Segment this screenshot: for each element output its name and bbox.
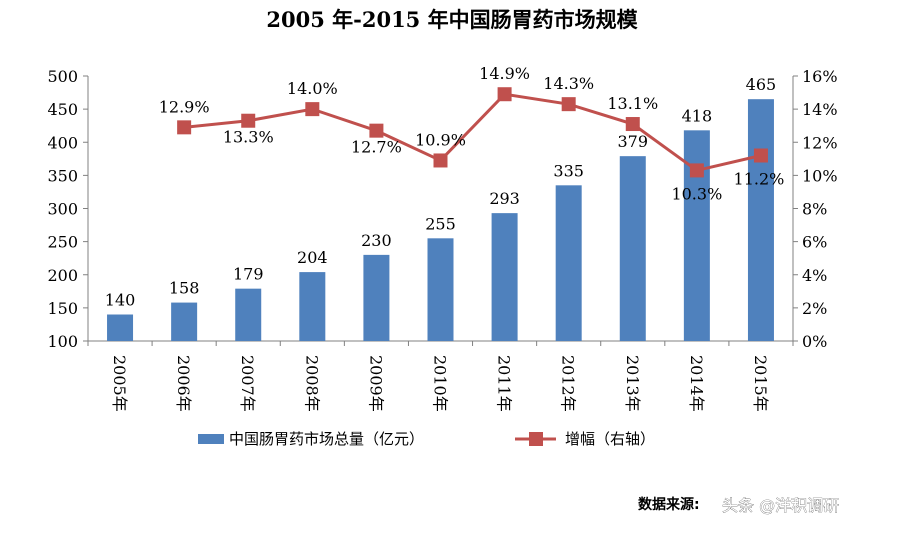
x-tick-label: 2005年 (110, 355, 129, 412)
x-tick-label: 2014年 (687, 355, 706, 412)
line-value-label: 14.0% (287, 79, 338, 98)
line-value-label: 10.9% (415, 130, 466, 149)
bar-value-label: 204 (297, 248, 328, 267)
line-marker (177, 120, 192, 135)
chart-title: 2005 年-2015 年中国肠胃药市场规模 (266, 7, 638, 32)
y-right-tick-label: 0% (802, 332, 827, 351)
y-left-tick-label: 300 (47, 200, 78, 219)
y-left-tick-label: 400 (47, 133, 78, 152)
y-right-tick-label: 14% (802, 100, 838, 119)
line-value-label: 13.3% (223, 128, 274, 147)
bar-value-label: 179 (233, 265, 264, 284)
bar-value-label: 230 (361, 231, 392, 250)
line-value-label: 12.9% (159, 97, 210, 116)
line-value-label: 11.2% (734, 170, 785, 189)
bar-value-label: 335 (553, 161, 584, 180)
axes: 100 150 200 250 300 350 400 450 500 0% 2% 4% 6% 8% 10%… (47, 67, 837, 412)
bar (619, 156, 646, 341)
bar-value-label: 293 (489, 189, 520, 208)
legend: 中国肠胃药市场总量（亿元） 增幅（右轴） (198, 430, 655, 448)
x-tick-label: 2011年 (495, 355, 514, 412)
legend-swatch-marker (529, 432, 543, 446)
y-right-tick-label: 4% (802, 266, 827, 285)
x-tick-label: 2007年 (238, 355, 257, 412)
bar (107, 314, 134, 341)
y-left-tick-label: 200 (47, 266, 78, 285)
x-tick-label: 2010年 (431, 355, 450, 412)
line-marker (497, 87, 512, 102)
bar (427, 238, 454, 341)
legend-label-bar: 中国肠胃药市场总量（亿元） (229, 430, 424, 448)
y-right-tick-label: 10% (802, 166, 838, 185)
bar-value-label: 379 (617, 132, 648, 151)
y-left-tick-label: 450 (47, 100, 78, 119)
y-left-tick-label: 350 (47, 166, 78, 185)
y-right-tick-label: 6% (802, 233, 827, 252)
y-left-tick-label: 100 (47, 332, 78, 351)
y-right-tick-label: 2% (802, 299, 827, 318)
bar-value-label: 418 (682, 106, 713, 125)
line-series: 12.9% 13.3% 14.0% 12.7% 10.9% 14.9% 14.3% 13.1%… (159, 64, 785, 203)
line-value-label: 13.1% (607, 94, 658, 113)
line-marker (753, 148, 768, 163)
line-marker (561, 97, 576, 112)
source-label: 数据来源: (638, 496, 700, 513)
bar (555, 185, 582, 341)
line-marker (241, 113, 256, 128)
bar-value-label: 255 (425, 214, 456, 233)
line-marker (369, 123, 384, 138)
x-tick-label: 2012年 (559, 355, 578, 412)
x-tick-label: 2008年 (302, 355, 321, 412)
line-value-label: 14.9% (479, 64, 530, 83)
y-right-tick-label: 8% (802, 200, 827, 219)
line-marker (433, 153, 448, 168)
line-value-label: 14.3% (543, 74, 594, 93)
bar-value-label: 465 (746, 75, 777, 94)
x-tick-label: 2006年 (174, 355, 193, 412)
legend-swatch-bar (198, 434, 224, 444)
line-marker (625, 117, 640, 132)
y-right-tick-label: 12% (802, 133, 838, 152)
line-value-label: 12.7% (351, 138, 402, 157)
line-value-label: 10.3% (671, 184, 722, 203)
x-tick-label: 2013年 (623, 355, 642, 412)
y-left-tick-label: 500 (47, 67, 78, 86)
line-marker (305, 102, 320, 117)
y-right-tick-label: 16% (802, 67, 838, 86)
y-left-tick-label: 150 (47, 299, 78, 318)
bar (235, 288, 262, 341)
growth-line (183, 92, 762, 173)
bar-value-label: 158 (169, 279, 200, 298)
legend-label-line: 增幅（右轴） (565, 430, 655, 448)
bar (747, 99, 774, 341)
bar (171, 302, 198, 341)
bar (299, 272, 326, 341)
watermark: 头条 @洋积调研 (722, 496, 839, 515)
y-left-tick-label: 250 (47, 233, 78, 252)
bar (491, 213, 518, 341)
x-tick-label: 2015年 (751, 355, 770, 412)
x-tick-label: 2009年 (366, 355, 385, 412)
bar-value-label: 140 (105, 291, 136, 310)
bar (683, 130, 710, 341)
bar (363, 254, 390, 341)
line-marker (689, 163, 704, 178)
